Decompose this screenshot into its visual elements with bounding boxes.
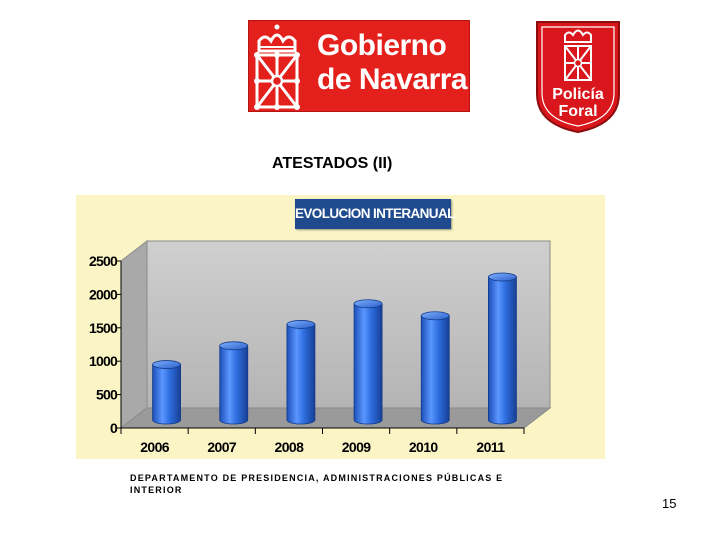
gobierno-logo-line-2: de Navarra bbox=[317, 63, 468, 96]
navarra-coat-of-arms-icon bbox=[254, 24, 300, 110]
x-tick-label: 2011 bbox=[476, 439, 505, 455]
x-tick-label: 2007 bbox=[207, 439, 237, 455]
bar-top bbox=[152, 360, 181, 369]
chart-title: EVOLUCION INTERANUAL bbox=[295, 199, 455, 229]
bar bbox=[488, 272, 517, 425]
policia-foral-shield-icon bbox=[536, 21, 620, 134]
x-tick-label: 2008 bbox=[275, 439, 305, 455]
y-tick-label: 2500 bbox=[89, 253, 118, 269]
bar-body bbox=[152, 364, 181, 425]
bar bbox=[152, 360, 181, 425]
bar-body bbox=[286, 324, 316, 425]
y-tick-label: 0 bbox=[110, 420, 118, 436]
bar-body bbox=[488, 276, 517, 425]
bar bbox=[286, 320, 316, 425]
chart-side-wall bbox=[120, 239, 148, 430]
policia-foral-logo: Policía Foral bbox=[535, 20, 621, 134]
footer-department: DEPARTAMENTO DE PRESIDENCIA, ADMINISTRAC… bbox=[130, 473, 504, 495]
y-tick-label: 1500 bbox=[89, 320, 118, 336]
slide-title: ATESTADOS (II) bbox=[272, 155, 393, 172]
bar-top bbox=[286, 320, 316, 329]
y-tick-label: 500 bbox=[96, 387, 118, 403]
y-tick-label: 2000 bbox=[89, 286, 118, 302]
policia-logo-line-1: Policía bbox=[552, 86, 604, 103]
bar-top bbox=[219, 341, 249, 351]
bar bbox=[420, 311, 450, 425]
gobierno-de-navarra-logo: Gobierno de Navarra bbox=[248, 20, 470, 112]
x-tick-label: 2009 bbox=[342, 439, 372, 455]
gobierno-logo-line-1: Gobierno bbox=[317, 29, 447, 62]
x-tick-label: 2010 bbox=[409, 439, 439, 455]
bar bbox=[219, 341, 249, 425]
chart-floor bbox=[119, 407, 552, 429]
bar-body bbox=[420, 315, 450, 425]
bar-body bbox=[353, 303, 383, 425]
y-tick-label: 1000 bbox=[89, 353, 118, 369]
bar-body bbox=[219, 345, 249, 425]
page-number: 15 bbox=[662, 496, 677, 511]
policia-logo-line-2: Foral bbox=[558, 103, 598, 120]
bar-top bbox=[488, 272, 517, 282]
bar bbox=[353, 299, 383, 425]
bar-top bbox=[420, 311, 450, 321]
x-tick-label: 2006 bbox=[140, 439, 170, 455]
bar-top bbox=[353, 299, 383, 309]
